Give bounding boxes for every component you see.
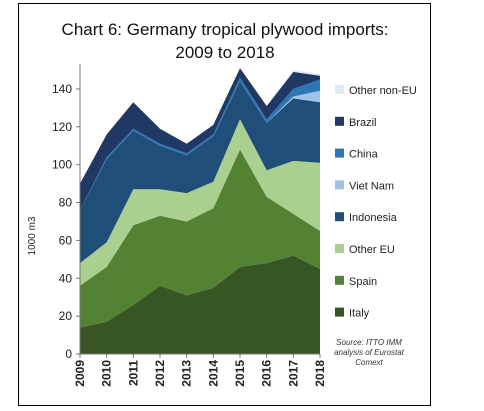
area-italy — [80, 255, 320, 354]
legend: Other non-EU Brazil China Viet Nam Indonesia… — [335, 85, 417, 320]
legend-swatch-indonesia — [335, 212, 344, 222]
x-tick-label: 2012 — [153, 360, 167, 387]
legend-label-china: China — [349, 149, 379, 161]
legend-label-brazil: Brazil — [349, 117, 377, 129]
x-tick-label: 2014 — [206, 360, 220, 387]
x-tick-label: 2009 — [73, 360, 87, 387]
y-tick-label: 120 — [52, 120, 72, 134]
x-tick-label: 2017 — [286, 360, 300, 387]
area-brazil — [80, 68, 320, 211]
chart-title: Chart 6: Germany tropical plywood import… — [19, 18, 431, 64]
x-tick-label: 2015 — [233, 360, 247, 387]
y-tick-label: 60 — [59, 233, 73, 247]
source-note: Source: ITTO IMM analysis of Eurostat Co… — [334, 338, 404, 367]
y-tick-label: 0 — [65, 347, 72, 361]
axes — [76, 64, 321, 358]
y-tick-label: 80 — [59, 196, 73, 210]
legend-label-viet-nam: Viet Nam — [349, 180, 394, 192]
legend-swatch-brazil — [335, 116, 344, 126]
x-tick-label: 2013 — [180, 360, 194, 387]
area-layers — [80, 68, 320, 354]
y-tick-label: 100 — [52, 158, 72, 172]
x-tick-label: 2016 — [260, 360, 274, 387]
y-tick-labels: 0 20 40 60 80 100 120 140 — [52, 82, 72, 361]
area-spain — [80, 149, 320, 328]
area-indonesia — [80, 81, 320, 264]
legend-swatch-italy — [335, 307, 344, 317]
x-tick-labels: 2009 2010 2011 2012 2013 2014 2015 2016 2017 2018 — [73, 360, 327, 387]
legend-label-other-non-eu: Other non-EU — [349, 85, 417, 97]
area-china — [80, 77, 320, 211]
x-tick-label: 2018 — [313, 360, 327, 387]
chart-title-line2: 2009 to 2018 — [175, 43, 275, 62]
legend-swatch-other-non-eu — [335, 85, 344, 94]
x-tick-label: 2010 — [100, 360, 114, 387]
y-tick-label: 20 — [59, 309, 73, 323]
y-axis-label: 1000 m3 — [27, 216, 38, 255]
legend-label-indonesia: Indonesia — [349, 212, 398, 224]
chart-title-line1: Chart 6: Germany tropical plywood import… — [61, 20, 389, 39]
legend-swatch-other-eu — [335, 244, 344, 253]
legend-label-spain: Spain — [349, 276, 377, 288]
x-tick-label: 2011 — [126, 360, 140, 386]
y-tick-label: 40 — [59, 271, 73, 285]
area-other-eu — [80, 119, 320, 286]
legend-swatch-viet-nam — [335, 180, 344, 190]
legend-label-other-eu: Other EU — [349, 244, 395, 256]
legend-swatch-china — [335, 148, 344, 158]
legend-swatch-spain — [335, 275, 344, 285]
y-tick-label: 140 — [52, 82, 72, 96]
legend-label-italy: Italy — [349, 308, 370, 320]
